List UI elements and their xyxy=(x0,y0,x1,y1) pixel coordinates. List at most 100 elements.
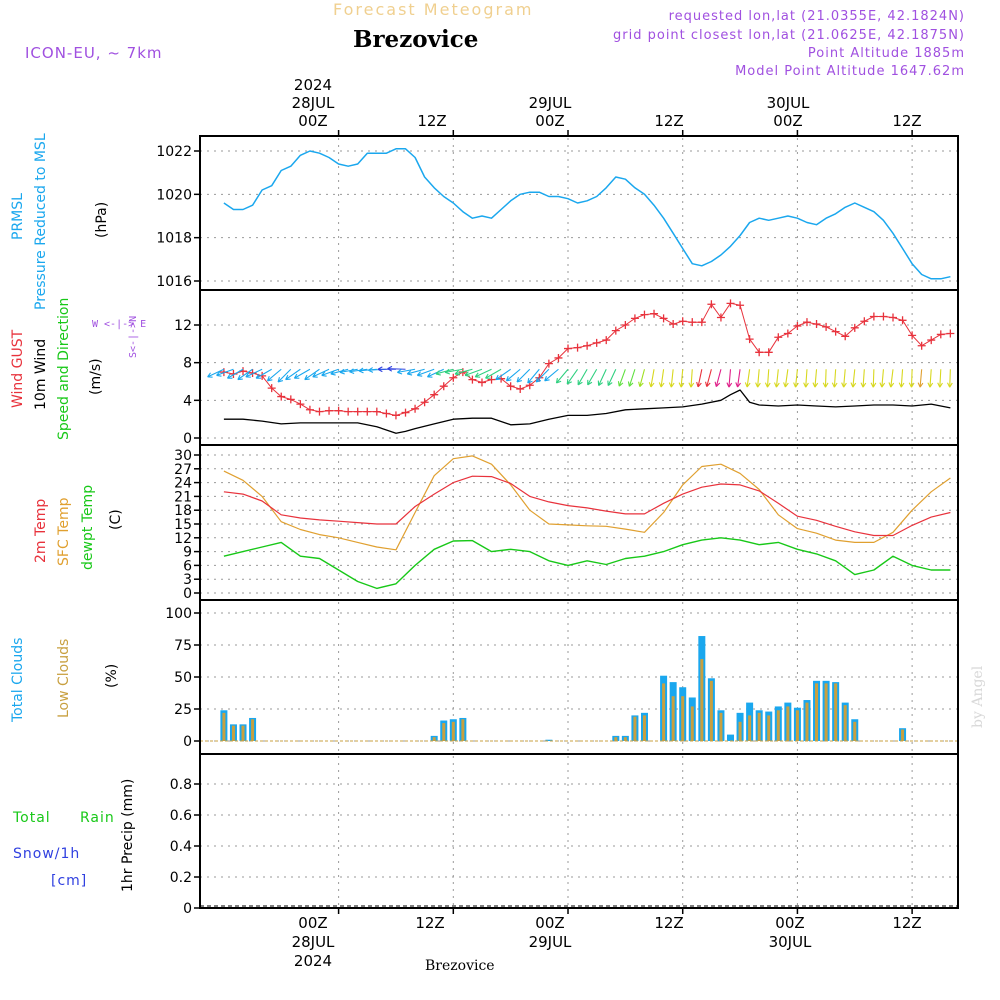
gust-marker xyxy=(325,406,334,415)
low-cloud-bar xyxy=(795,710,799,741)
model-label: ICON-EU, ~ 7km xyxy=(25,44,163,62)
y-tick-label: 6 xyxy=(183,558,192,574)
wind-arrow xyxy=(627,369,636,387)
y-tick-label: 0 xyxy=(183,586,192,602)
snow-label: Snow/1h xyxy=(13,846,81,862)
low-cloud-bar xyxy=(843,705,847,741)
gust-marker xyxy=(726,299,735,308)
wind-arrow xyxy=(888,369,895,388)
wind-arrow xyxy=(444,368,463,375)
wind-arrow xyxy=(668,369,675,388)
wind-arrow xyxy=(505,368,521,382)
wind-arrow xyxy=(555,368,569,384)
wind-arrow xyxy=(793,369,799,388)
wind-arrow xyxy=(485,368,502,379)
gust-marker xyxy=(487,375,496,384)
sfc-temp-line xyxy=(223,455,951,551)
wind-arrow xyxy=(454,368,473,376)
gust-marker xyxy=(831,327,840,336)
top-tick-line3: 00Z xyxy=(535,112,565,130)
gust-marker xyxy=(860,317,869,326)
bottom-tick-line1: 00Z xyxy=(535,914,565,932)
gust-marker xyxy=(229,369,238,378)
low-cloud-bar xyxy=(461,719,465,741)
wind-arrow xyxy=(535,368,550,383)
gust-marker xyxy=(946,329,955,338)
total-cloud-bar xyxy=(545,739,553,741)
wind-arrow xyxy=(349,368,368,375)
top-time-labels: 2024 28JUL 00Z 12Z 29JUL 00Z 12Z 30JUL 0… xyxy=(0,76,1000,132)
wind-arrow xyxy=(735,369,741,388)
dewpt-temp-line xyxy=(223,537,951,590)
gust-marker xyxy=(869,312,878,321)
wind-arrow xyxy=(870,369,877,388)
y-tick-label: 25 xyxy=(174,702,192,718)
y-tick-label: 15 xyxy=(174,517,192,533)
gust-marker xyxy=(248,369,257,378)
gust-marker xyxy=(296,400,305,409)
gust-marker xyxy=(716,313,725,322)
bottom-tick-29jul-12z: 12Z xyxy=(654,914,684,932)
total-cloud-bar xyxy=(727,734,735,741)
wind-arrow xyxy=(705,369,712,388)
wind-arrow xyxy=(648,369,655,388)
low-cloud-bar xyxy=(776,710,780,741)
wind-arrow xyxy=(416,368,435,377)
gust-marker xyxy=(564,344,573,353)
wind-arrow xyxy=(898,369,905,388)
requested-coords: requested lon,lat (21.0355E, 42.1824N) xyxy=(668,9,965,24)
panel-frame xyxy=(199,289,959,446)
gust-marker xyxy=(391,411,400,420)
wind-arrow xyxy=(638,369,646,388)
wind-arrow xyxy=(755,369,761,388)
bottom-tick-line1: 00Z xyxy=(298,914,328,932)
gust-marker xyxy=(936,330,945,339)
bottom-tick-line2: 30JUL xyxy=(768,933,812,951)
gust-marker xyxy=(382,409,391,418)
low-cloud-bar xyxy=(614,737,618,741)
wind-arrow xyxy=(368,367,387,373)
wind-arrow xyxy=(293,368,311,379)
wind-arrow xyxy=(312,368,330,378)
rain-total-label: Total xyxy=(13,810,51,826)
gust-marker xyxy=(544,359,553,368)
gust-marker xyxy=(344,407,353,416)
gust-marker xyxy=(927,336,936,345)
low-cloud-bar xyxy=(633,716,637,741)
gust-marker xyxy=(822,322,831,331)
bottom-tick-29jul-00z: 00Z 29JUL xyxy=(529,914,572,952)
low-cloud-bar xyxy=(690,706,694,741)
gust-marker xyxy=(267,384,276,393)
wind-arrow xyxy=(516,368,531,383)
gust-marker xyxy=(363,407,372,416)
gust-marker xyxy=(315,407,324,416)
wind-arrow xyxy=(544,368,559,382)
y-tick-label: 0.4 xyxy=(170,839,192,855)
y-tick-label: 0.6 xyxy=(170,808,192,824)
wind-arrow xyxy=(396,368,416,375)
wind-arrow xyxy=(495,368,511,381)
gust-marker xyxy=(650,309,659,318)
y-tick-label: 9 xyxy=(183,545,192,561)
gust-marker xyxy=(477,378,486,387)
y-tick-label: 3 xyxy=(183,572,192,588)
gust-marker xyxy=(850,323,859,332)
wind-arrow xyxy=(566,368,579,385)
gust-marker xyxy=(802,318,811,327)
chart-subtitle: Forecast Meteogram xyxy=(333,0,534,19)
top-tick-28jul-12z: 12Z xyxy=(417,112,447,130)
wind-arrow xyxy=(426,368,444,378)
gust-marker xyxy=(554,353,563,362)
top-tick-29jul-12z: 12Z xyxy=(654,112,684,130)
wind-10m-line xyxy=(223,389,951,434)
gust-marker xyxy=(468,375,477,384)
wind-arrow xyxy=(304,368,320,381)
low-cloud-bar xyxy=(815,683,819,741)
top-tick-line2: 29JUL xyxy=(528,94,572,112)
wind-arrow xyxy=(879,369,886,388)
low-cloud-bar xyxy=(757,712,761,741)
location-title: Brezovice xyxy=(353,26,479,53)
low-cloud-bar xyxy=(709,680,713,741)
gust-marker xyxy=(812,320,821,329)
